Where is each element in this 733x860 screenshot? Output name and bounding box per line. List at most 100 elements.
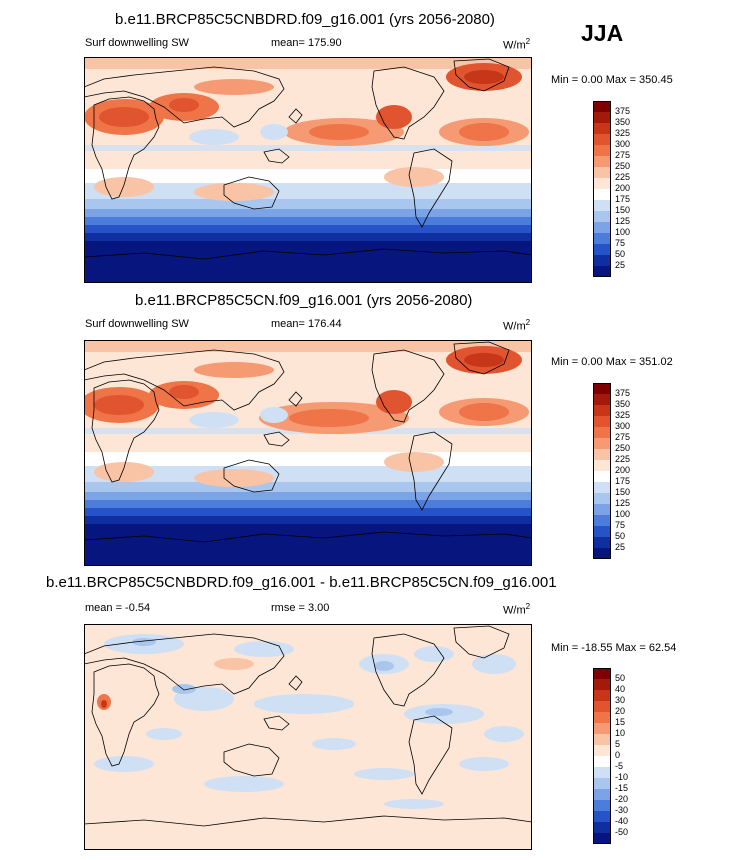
panel1-colorbar-tick-label: 300 [615, 139, 631, 149]
panel3-colorbar-tick-label: 40 [615, 684, 626, 694]
panel3-colorbar-swatch [593, 833, 611, 844]
panel1-colorbar-swatch [593, 178, 611, 189]
panel3-colorbar-tick-label: 15 [615, 717, 626, 727]
panel2-colorbar-swatch [593, 548, 611, 559]
panel2-colorbar-swatch [593, 405, 611, 416]
panel1-minmax: Min = 0.00 Max = 350.45 [551, 74, 673, 86]
panel2-colorbar-tick-label: 100 [615, 509, 631, 519]
panel3-colorbar-swatch [593, 690, 611, 701]
panel1-colorbar-tick-label: 325 [615, 128, 631, 138]
panel1-colorbar-tick-label: 125 [615, 216, 631, 226]
panel3-colorbar-swatch [593, 811, 611, 822]
panel2-colorbar: 375 350 325 300 275 250 225 200 175 150 125 100 75 50… [593, 383, 653, 559]
panel1-colorbar-tick-label: 175 [615, 194, 631, 204]
panel1-colorbar-tick-label: 25 [615, 260, 626, 270]
panel3-colorbar-tick-label: 20 [615, 706, 626, 716]
panel2-colorbar-swatch [593, 471, 611, 482]
panel2-colorbar-tick-label: 375 [615, 388, 631, 398]
panel1-map [84, 57, 532, 283]
panel1-colorbar-swatch [593, 101, 611, 112]
panel1-colorbar-tick-label: 50 [615, 249, 626, 259]
panel3-colorbar-swatch [593, 789, 611, 800]
panel1-colorbar-swatch [593, 200, 611, 211]
panel2-colorbar-swatch [593, 515, 611, 526]
panel3-colorbar-tick-label: 10 [615, 728, 626, 738]
panel3-colorbar-tick-label: -5 [615, 761, 624, 771]
panel2-colorbar-swatch [593, 526, 611, 537]
panel1-colorbar-tick-label: 150 [615, 205, 631, 215]
panel3-colorbar-tick-label: -15 [615, 783, 629, 793]
panel3-colorbar-tick-label: -30 [615, 805, 629, 815]
panel3-colorbar-swatch [593, 778, 611, 789]
panel3-colorbar-tick-label: 5 [615, 739, 621, 749]
panel1-colorbar-swatch [593, 112, 611, 123]
panel1-colorbar-tick-label: 375 [615, 106, 631, 116]
panel3-colorbar-swatch [593, 767, 611, 778]
panel1-colorbar-swatch [593, 156, 611, 167]
panel3-colorbar-swatch [593, 668, 611, 679]
panel2-colorbar-swatch [593, 482, 611, 493]
panel1-colorbar-swatch [593, 222, 611, 233]
panel2-colorbar-swatch [593, 427, 611, 438]
panel2-colorbar-tick-label: 75 [615, 520, 626, 530]
panel3-colorbar-swatch [593, 701, 611, 712]
panel1-colorbar-swatch [593, 189, 611, 200]
panel3-colorbar-swatch [593, 822, 611, 833]
panel2-colorbar-tick-label: 300 [615, 421, 631, 431]
panel2-mean: mean= 176.44 [271, 318, 342, 330]
panel3-colorbar-swatch [593, 734, 611, 745]
panel1-colorbar-swatch [593, 266, 611, 277]
panel3-colorbar-swatch [593, 745, 611, 756]
panel1-colorbar-tick-label: 250 [615, 161, 631, 171]
panel1-mean: mean= 175.90 [271, 37, 342, 49]
panel3-map [84, 624, 532, 850]
panel2-colorbar-tick-label: 225 [615, 454, 631, 464]
panel2-colorbar-swatch [593, 537, 611, 548]
panel1-colorbar-tick-label: 275 [615, 150, 631, 160]
panel2-field-label: Surf downwelling SW [85, 318, 189, 330]
panel1-units: W/m2 [503, 37, 531, 52]
panel1-colorbar-tick-label: 100 [615, 227, 631, 237]
panel2-colorbar-tick-label: 350 [615, 399, 631, 409]
panel3-rmse: rmse = 3.00 [271, 602, 330, 614]
panel2-colorbar-swatch [593, 493, 611, 504]
panel2-title: b.e11.BRCP85C5CN.f09_g16.001 (yrs 2056-2… [135, 292, 473, 309]
panel1-colorbar-tick-label: 75 [615, 238, 626, 248]
panel2-colorbar-tick-label: 175 [615, 476, 631, 486]
panel2-colorbar-swatch [593, 460, 611, 471]
panel3-title: b.e11.BRCP85C5CNBDRD.f09_g16.001 - b.e11… [46, 574, 557, 591]
panel3-colorbar-swatch [593, 723, 611, 734]
panel1-colorbar-swatch [593, 167, 611, 178]
panel2-colorbar-swatch [593, 438, 611, 449]
panel2-colorbar-tick-label: 50 [615, 531, 626, 541]
panel2-colorbar-tick-label: 125 [615, 498, 631, 508]
panel1-colorbar: 375 350 325 300 275 250 225 200 175 150 125 100 75 50… [593, 101, 653, 277]
panel2-colorbar-tick-label: 200 [615, 465, 631, 475]
panel1-field-label: Surf downwelling SW [85, 37, 189, 49]
panel3-mean: mean = -0.54 [85, 602, 151, 614]
panel3-colorbar-tick-label: -10 [615, 772, 629, 782]
panel1-colorbar-swatch [593, 255, 611, 266]
panel2-colorbar-swatch [593, 416, 611, 427]
panel2-colorbar-tick-label: 25 [615, 542, 626, 552]
panel2-colorbar-swatch [593, 394, 611, 405]
panel3-colorbar-tick-label: 0 [615, 750, 621, 760]
panel2-colorbar-tick-label: 275 [615, 432, 631, 442]
panel3-colorbar-tick-label: -40 [615, 816, 629, 826]
panel3-colorbar-tick-label: -50 [615, 827, 629, 837]
panel3-colorbar: 50 40 30 20 15 10 5 0 -5 -10 -15 -20 -30 -40 -50 [593, 668, 653, 844]
panel2-map [84, 340, 532, 566]
panel2-colorbar-swatch [593, 504, 611, 515]
panel1-colorbar-swatch [593, 244, 611, 255]
panel3-units: W/m2 [503, 602, 531, 617]
panel3-minmax: Min = -18.55 Max = 62.54 [551, 642, 677, 654]
panel1-colorbar-tick-label: 200 [615, 183, 631, 193]
season-label: JJA [581, 20, 624, 46]
panel1-colorbar-swatch [593, 123, 611, 134]
panel2-colorbar-swatch [593, 383, 611, 394]
panel2-minmax: Min = 0.00 Max = 351.02 [551, 356, 673, 368]
panel2-colorbar-tick-label: 325 [615, 410, 631, 420]
panel3-colorbar-swatch [593, 800, 611, 811]
panel2-colorbar-tick-label: 250 [615, 443, 631, 453]
panel1-colorbar-swatch [593, 211, 611, 222]
